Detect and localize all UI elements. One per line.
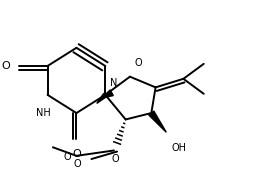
Text: NH: NH [36, 108, 51, 118]
Polygon shape [97, 93, 107, 103]
Text: OH: OH [172, 143, 187, 153]
Text: O: O [111, 154, 119, 164]
Text: O: O [1, 61, 10, 71]
Polygon shape [102, 90, 113, 98]
Text: O: O [134, 58, 142, 68]
Text: O: O [72, 149, 81, 159]
Polygon shape [149, 111, 166, 132]
Text: O: O [64, 152, 71, 162]
Text: O: O [73, 159, 81, 169]
Text: N: N [109, 78, 117, 88]
